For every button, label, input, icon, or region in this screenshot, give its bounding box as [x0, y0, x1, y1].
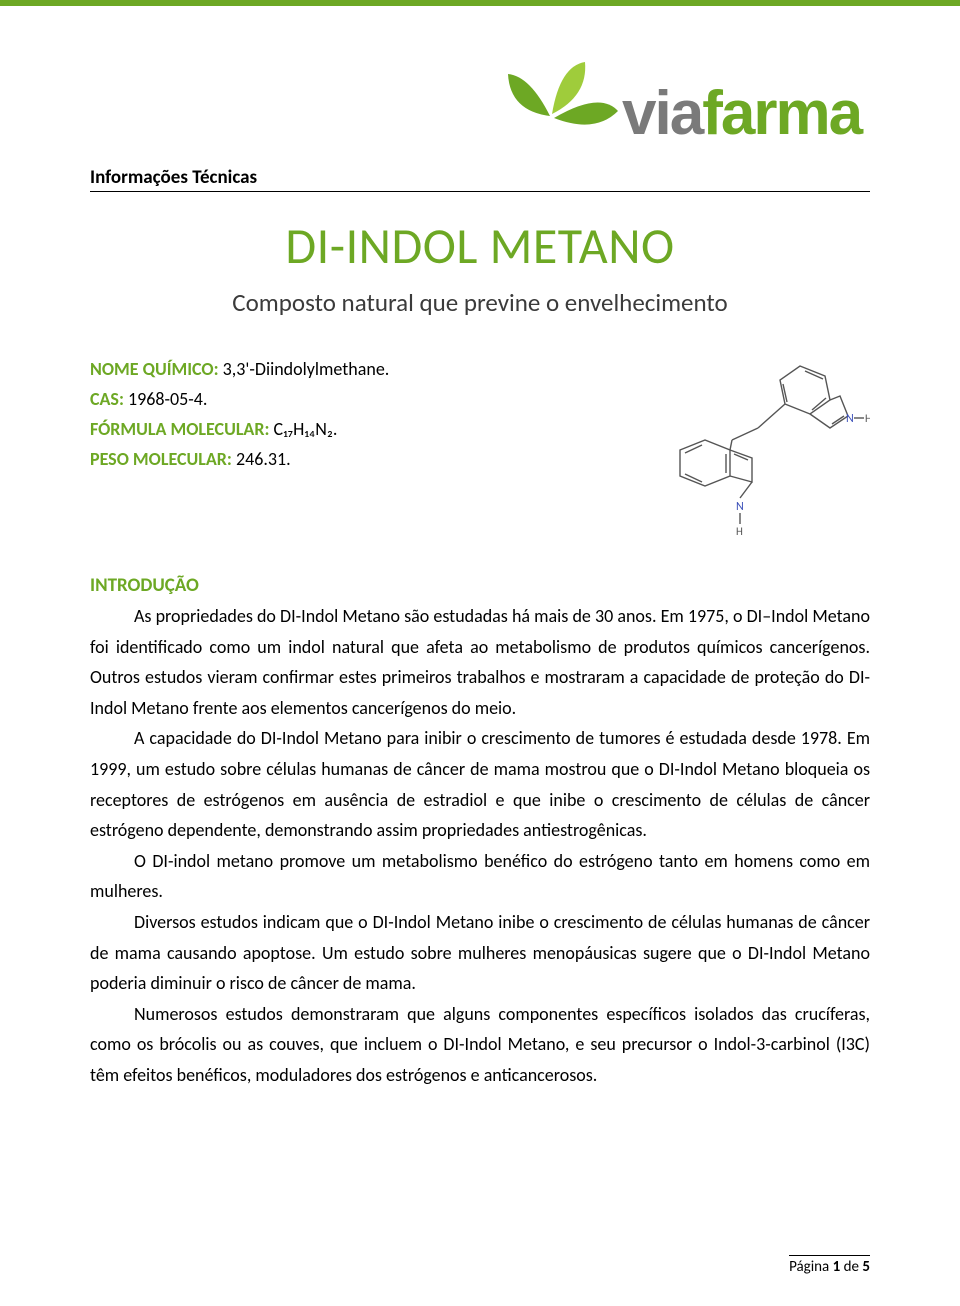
- paragraph: Numerosos estudos demonstraram que algun…: [90, 999, 870, 1091]
- footer-sep: de: [840, 1258, 862, 1276]
- body-text: As propriedades do DI-Indol Metano são e…: [90, 601, 870, 1091]
- chem-name-label: NOME QUÍMICO:: [90, 358, 219, 380]
- molecular-structure-icon: N H N H: [640, 358, 870, 538]
- svg-text:N: N: [846, 412, 854, 426]
- chem-formula-line: FÓRMULA MOLECULAR: C₁₇H₁₄N₂.: [90, 418, 620, 440]
- chem-formula-label: FÓRMULA MOLECULAR:: [90, 418, 269, 440]
- footer-page-total: 5: [862, 1258, 870, 1276]
- footer-label: Página: [789, 1258, 833, 1276]
- chem-info-row: NOME QUÍMICO: 3,3'-Diindolylmethane. CAS…: [90, 358, 870, 538]
- page-container: viafarma Informações Técnicas DI-INDOL M…: [0, 6, 960, 1306]
- svg-text:N: N: [736, 500, 744, 514]
- page-subtitle: Composto natural que previne o envelheci…: [90, 287, 870, 318]
- chem-formula-value: C₁₇H₁₄N₂.: [269, 418, 337, 440]
- chem-name-value: 3,3'-Diindolylmethane.: [219, 358, 390, 380]
- chem-cas-value: 1968-05-4.: [124, 388, 208, 410]
- paragraph: A capacidade do DI-Indol Metano para ini…: [90, 723, 870, 845]
- svg-text:H: H: [736, 525, 743, 538]
- page-footer: Página 1 de 5: [789, 1255, 870, 1276]
- paragraph: O DI-indol metano promove um metabolismo…: [90, 846, 870, 907]
- chem-weight-line: PESO MOLECULAR: 246.31.: [90, 448, 620, 470]
- section-heading-introducao: INTRODUÇÃO: [90, 574, 870, 597]
- brand-logo: viafarma: [490, 56, 910, 171]
- chem-cas-label: CAS:: [90, 388, 124, 410]
- svg-text:viafarma: viafarma: [622, 79, 864, 148]
- svg-text:H: H: [865, 412, 870, 425]
- page-title: DI-INDOL METANO: [90, 216, 870, 277]
- chem-name-line: NOME QUÍMICO: 3,3'-Diindolylmethane.: [90, 358, 620, 380]
- paragraph: As propriedades do DI-Indol Metano são e…: [90, 601, 870, 723]
- chem-cas-line: CAS: 1968-05-4.: [90, 388, 620, 410]
- chem-properties: NOME QUÍMICO: 3,3'-Diindolylmethane. CAS…: [90, 358, 620, 478]
- paragraph: Diversos estudos indicam que o DI-Indol …: [90, 907, 870, 999]
- header-divider: [90, 191, 870, 192]
- chem-weight-label: PESO MOLECULAR:: [90, 448, 232, 470]
- chem-weight-value: 246.31.: [232, 448, 291, 470]
